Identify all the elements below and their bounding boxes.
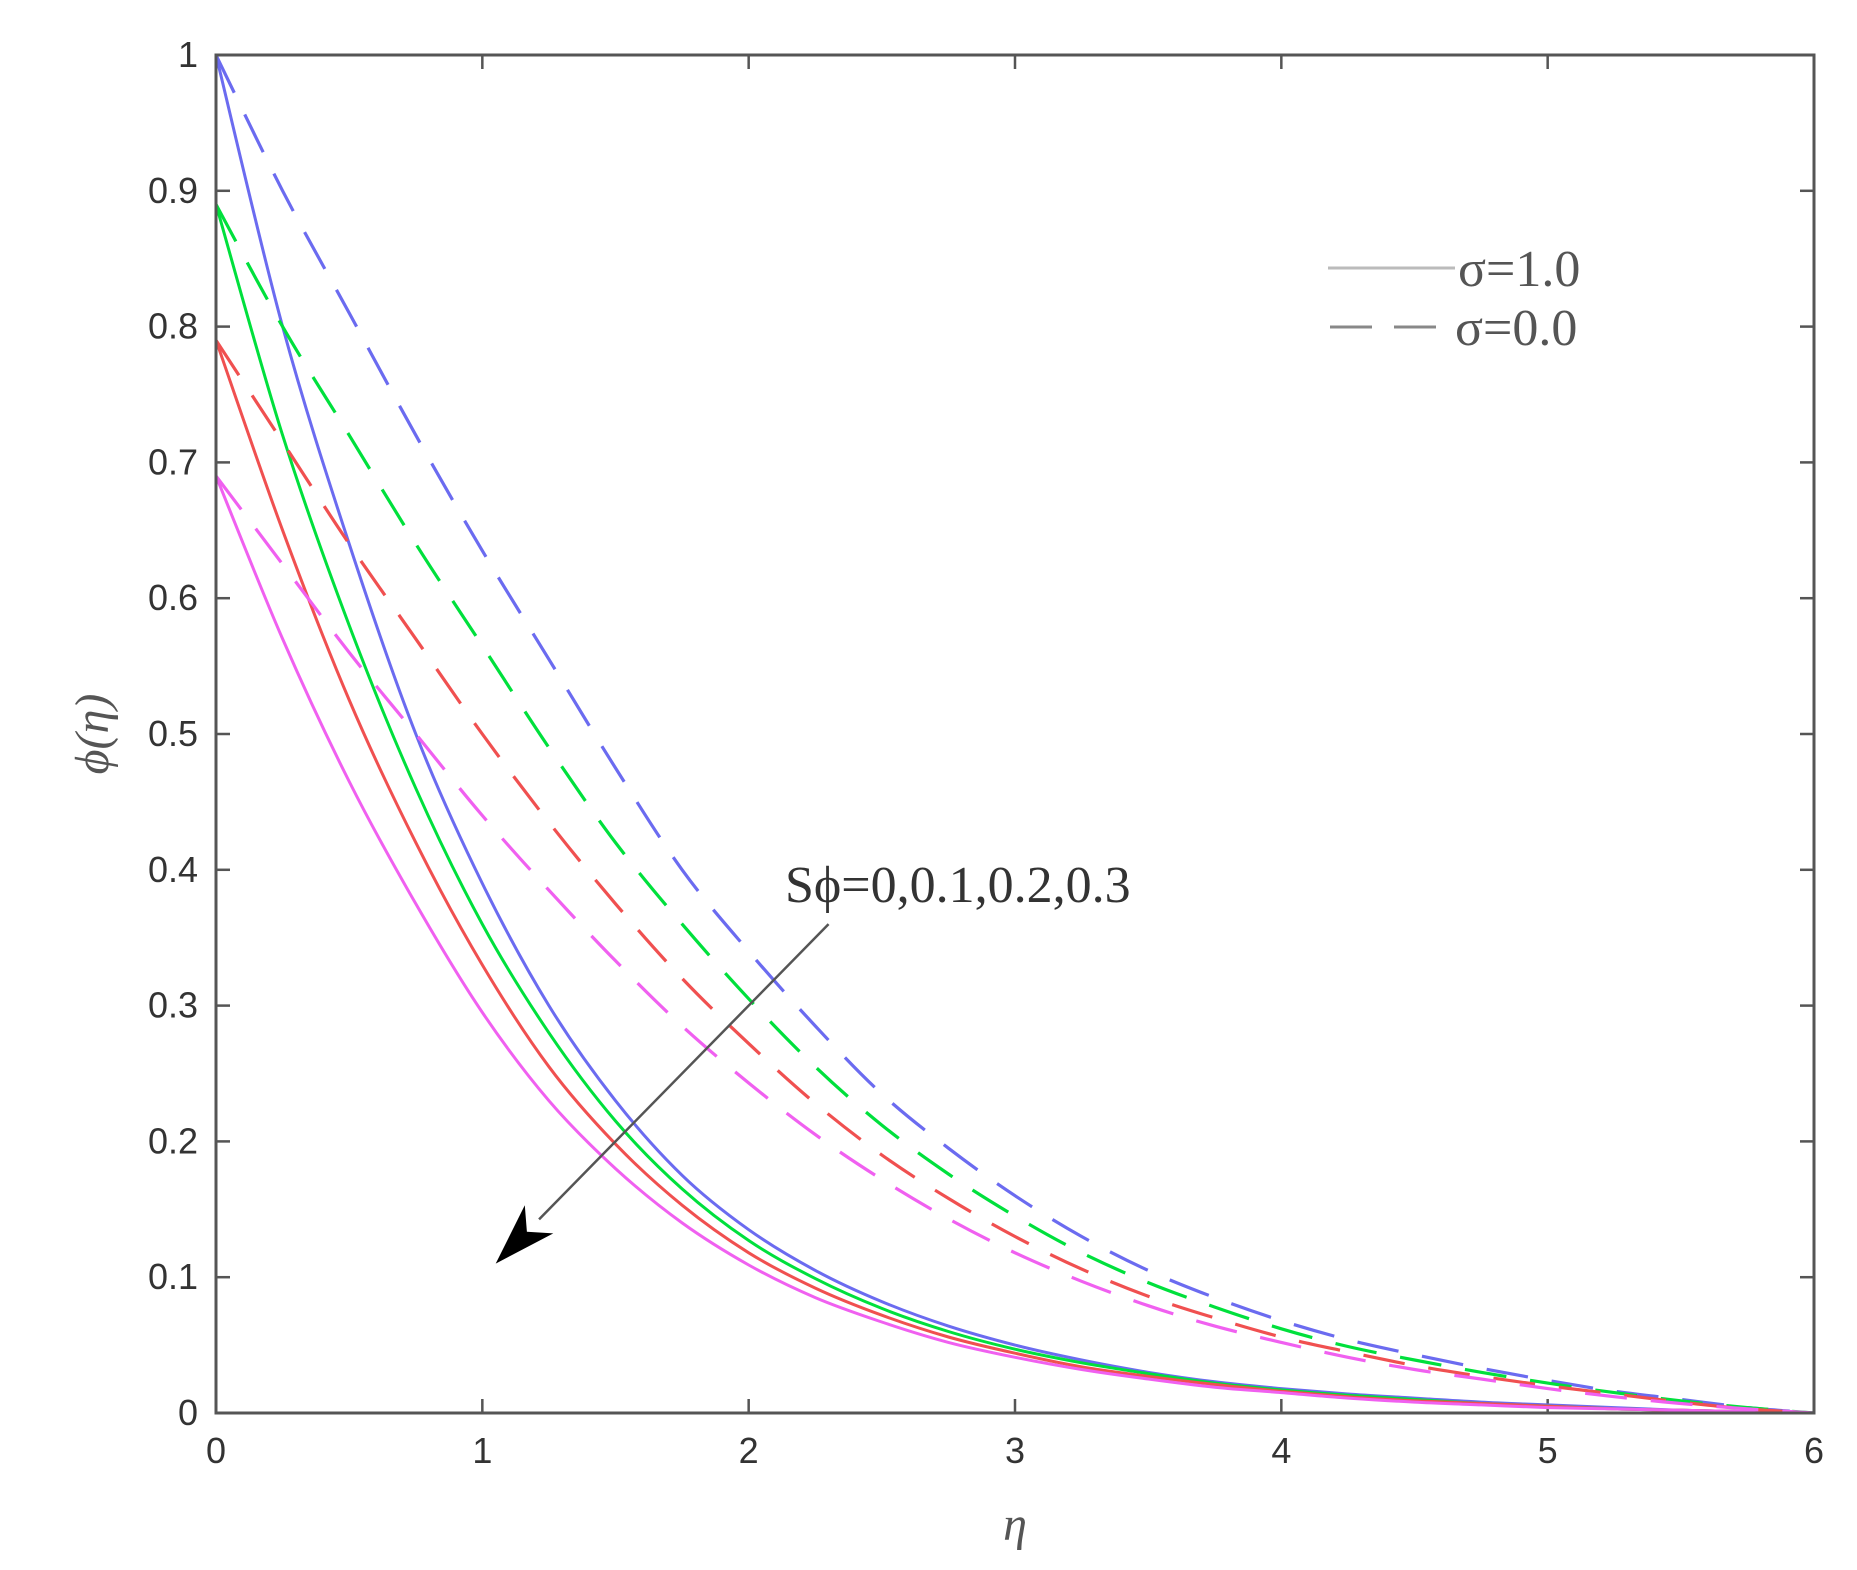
y-tick-label: 0.3 <box>148 985 198 1026</box>
series-line-dashed-5 <box>216 203 1814 1413</box>
x-tick-label: 1 <box>472 1430 492 1471</box>
annotation-text: Sϕ=0,0.1,0.2,0.3 <box>785 857 1131 914</box>
series-line-dashed-6 <box>216 339 1814 1413</box>
legend-label-solid: σ=1.0 <box>1458 241 1580 298</box>
annotation-arrow-head <box>495 1205 554 1264</box>
x-tick-label: 0 <box>206 1430 226 1471</box>
annotation-arrow-line <box>538 923 830 1221</box>
legend: σ=1.0 σ=0.0 <box>1328 241 1580 357</box>
y-tick-label: 0.2 <box>148 1120 198 1161</box>
series-layer <box>216 55 1814 1413</box>
x-tick-label: 6 <box>1804 1430 1824 1471</box>
y-tick-label: 0.1 <box>148 1256 198 1297</box>
y-tick-label: 0.6 <box>148 577 198 618</box>
plot-frame <box>214 53 1816 1415</box>
annotation: Sϕ=0,0.1,0.2,0.3 <box>495 857 1131 1264</box>
legend-label-dashed: σ=0.0 <box>1455 300 1577 357</box>
y-tick-label: 0.9 <box>148 170 198 211</box>
x-tick-label: 5 <box>1538 1430 1558 1471</box>
y-tick-label: 0.8 <box>148 306 198 347</box>
x-axis-label: η <box>1003 1498 1027 1551</box>
x-tick-label: 4 <box>1271 1430 1291 1471</box>
y-axis-label: ϕ(η) <box>66 694 119 775</box>
y-tick-label: 0.7 <box>148 441 198 482</box>
x-tick-label: 2 <box>739 1430 759 1471</box>
y-tick-label: 0 <box>178 1392 198 1433</box>
x-tick-label: 3 <box>1005 1430 1025 1471</box>
y-tick-label: 1 <box>178 34 198 75</box>
series-line-dashed-4 <box>216 55 1814 1413</box>
series-line-dashed-7 <box>216 475 1814 1413</box>
series-line-solid-3 <box>216 475 1814 1413</box>
y-tick-label: 0.5 <box>148 713 198 754</box>
y-tick-label: 0.4 <box>148 849 198 890</box>
tick-labels: 0 1 2 3 4 5 6 0 0.1 0.2 0.3 0.4 0.5 0.6 0.7 0.8 0.9 1 <box>148 34 1824 1471</box>
